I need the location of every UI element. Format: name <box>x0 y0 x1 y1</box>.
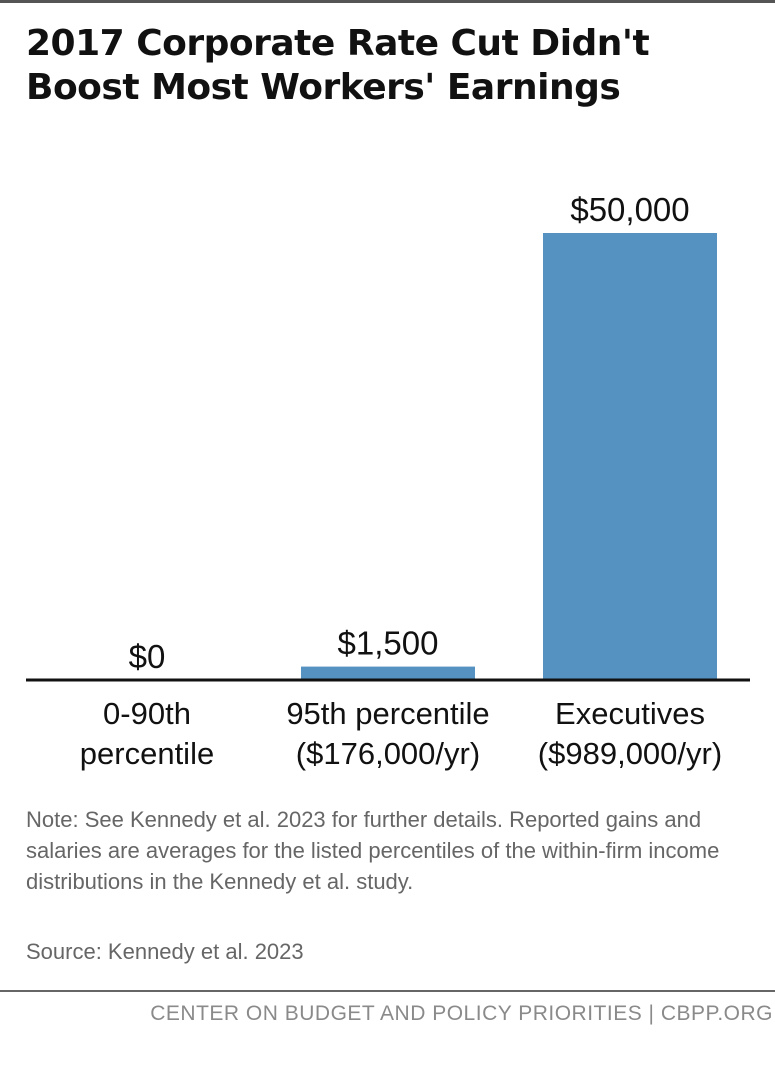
value-label-0: $0 <box>129 638 166 675</box>
chart-source: Source: Kennedy et al. 2023 <box>26 939 304 964</box>
bar-2 <box>543 233 717 680</box>
category-label-1-line-1: ($176,000/yr) <box>296 736 480 771</box>
category-label-2-line-0: Executives <box>555 696 705 731</box>
category-label-1-line-0: 95th percentile <box>286 696 489 731</box>
value-label-1: $1,500 <box>338 625 439 662</box>
bottom-rule <box>0 990 775 992</box>
category-label-2-line-1: ($989,000/yr) <box>538 736 722 771</box>
footer-credit: CENTER ON BUDGET AND POLICY PRIORITIES |… <box>150 1002 773 1025</box>
category-label-0-line-0: 0-90th <box>103 696 191 731</box>
chart-note: Note: See Kennedy et al. 2023 for furthe… <box>26 807 720 894</box>
value-label-2: $50,000 <box>570 191 689 228</box>
category-label-0-line-1: percentile <box>80 736 214 771</box>
bar-1 <box>301 666 475 680</box>
bar-chart: $0 0-90th percentile $1,500 95th percentile (… <box>26 191 750 771</box>
chart-title: 2017 Corporate Rate Cut Didn't Boost Mos… <box>26 23 650 108</box>
top-rule <box>0 0 775 3</box>
